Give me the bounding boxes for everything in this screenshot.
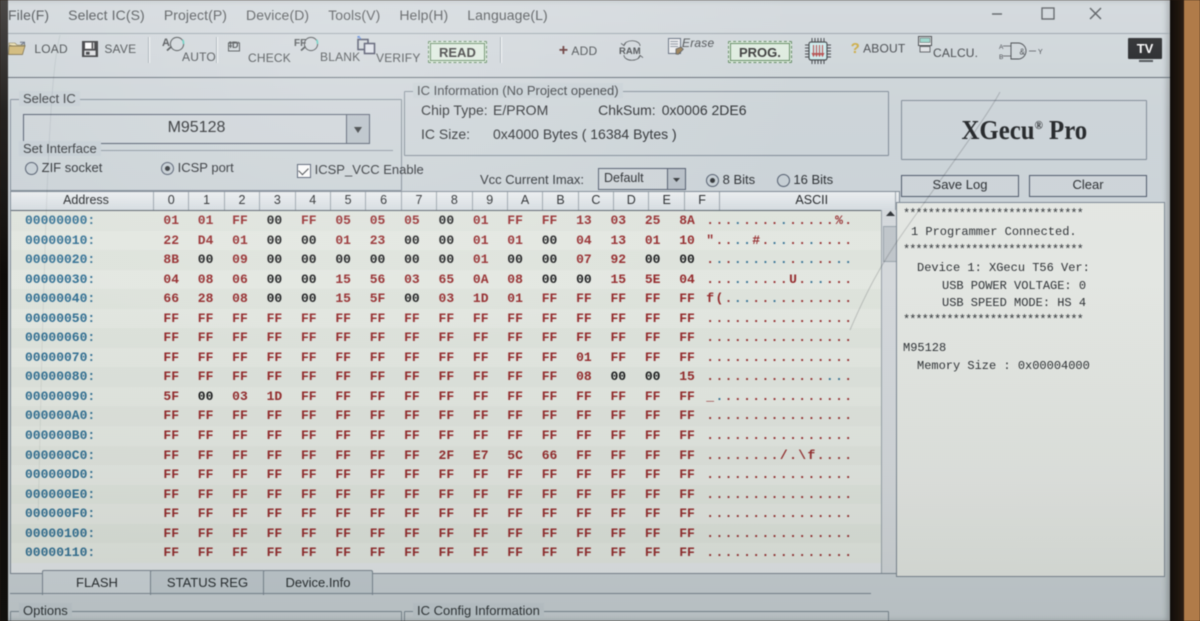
svg-text:B: B xyxy=(999,54,1003,61)
svg-text:A: A xyxy=(999,44,1004,51)
svg-text:&: & xyxy=(1020,48,1026,57)
svg-text:Y: Y xyxy=(1038,49,1043,56)
svg-text:A: A xyxy=(162,37,170,49)
svg-text:RAM: RAM xyxy=(619,46,641,57)
